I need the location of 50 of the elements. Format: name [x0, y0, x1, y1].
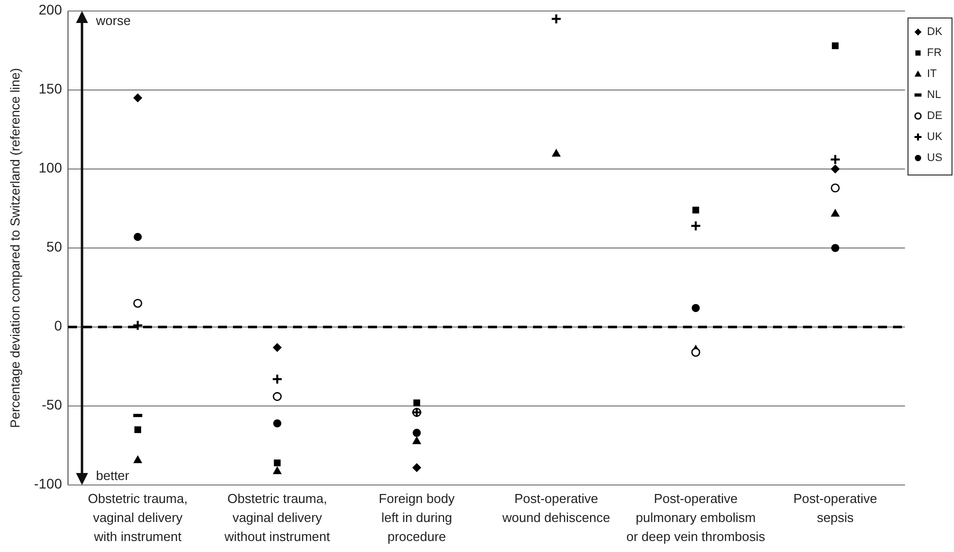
- annotation: worse: [95, 13, 131, 28]
- y-tick-label: 0: [54, 318, 62, 334]
- y-tick-label: -50: [42, 396, 62, 413]
- point: [692, 206, 700, 214]
- point: [133, 93, 142, 102]
- point: [133, 298, 142, 308]
- x-tick-label: Post-operative pulmonary embolism or deep vein thrombosis: [626, 491, 766, 544]
- legend-label: UK: [927, 130, 943, 143]
- legend-label: NL: [927, 88, 942, 101]
- x-tick-label: Foreign body left in during procedure: [378, 491, 456, 544]
- point: [830, 164, 840, 174]
- point: [272, 374, 283, 385]
- point: [132, 320, 144, 331]
- x-tick-label: Post-operative wound dehiscence: [501, 491, 610, 525]
- y-tick-label: 100: [38, 160, 62, 176]
- point: [832, 42, 839, 50]
- point: [272, 392, 282, 401]
- point: [134, 426, 142, 434]
- legend-label: DK: [927, 26, 943, 38]
- legend-label: FR: [927, 46, 942, 59]
- point: [273, 419, 282, 428]
- point: [412, 463, 422, 472]
- legend-label: IT: [927, 68, 938, 80]
- point: [133, 455, 142, 464]
- point: [272, 343, 282, 352]
- x-tick-label: Post-operative sepsis: [793, 491, 878, 525]
- x-tick-label: Obstetric trauma, vaginal delivery with instrument: [88, 491, 188, 544]
- point: [552, 148, 561, 157]
- legend-label: DE: [927, 110, 942, 122]
- legend-label: US: [927, 152, 942, 164]
- point: [692, 304, 700, 312]
- point: [134, 232, 142, 241]
- point: [412, 436, 422, 444]
- y-tick-label: 200: [38, 2, 62, 18]
- x-tick-label: Obstetric trauma, vaginal delivery without instrument: [224, 491, 330, 544]
- point: [830, 208, 840, 217]
- point: [550, 13, 562, 24]
- point: [831, 244, 840, 252]
- y-axis-title: Percentage deviation compared to Switzerland (reference line): [7, 68, 22, 428]
- point: [413, 399, 420, 406]
- point: [830, 154, 841, 166]
- point: [274, 460, 281, 466]
- point: [830, 183, 840, 192]
- point: [272, 466, 282, 474]
- y-tick-label: 50: [46, 238, 62, 255]
- y-tick-label: 150: [38, 80, 62, 97]
- point: [690, 220, 702, 232]
- annotation: better: [96, 468, 130, 483]
- y-tick-label: -100: [34, 476, 62, 492]
- point: [412, 428, 421, 437]
